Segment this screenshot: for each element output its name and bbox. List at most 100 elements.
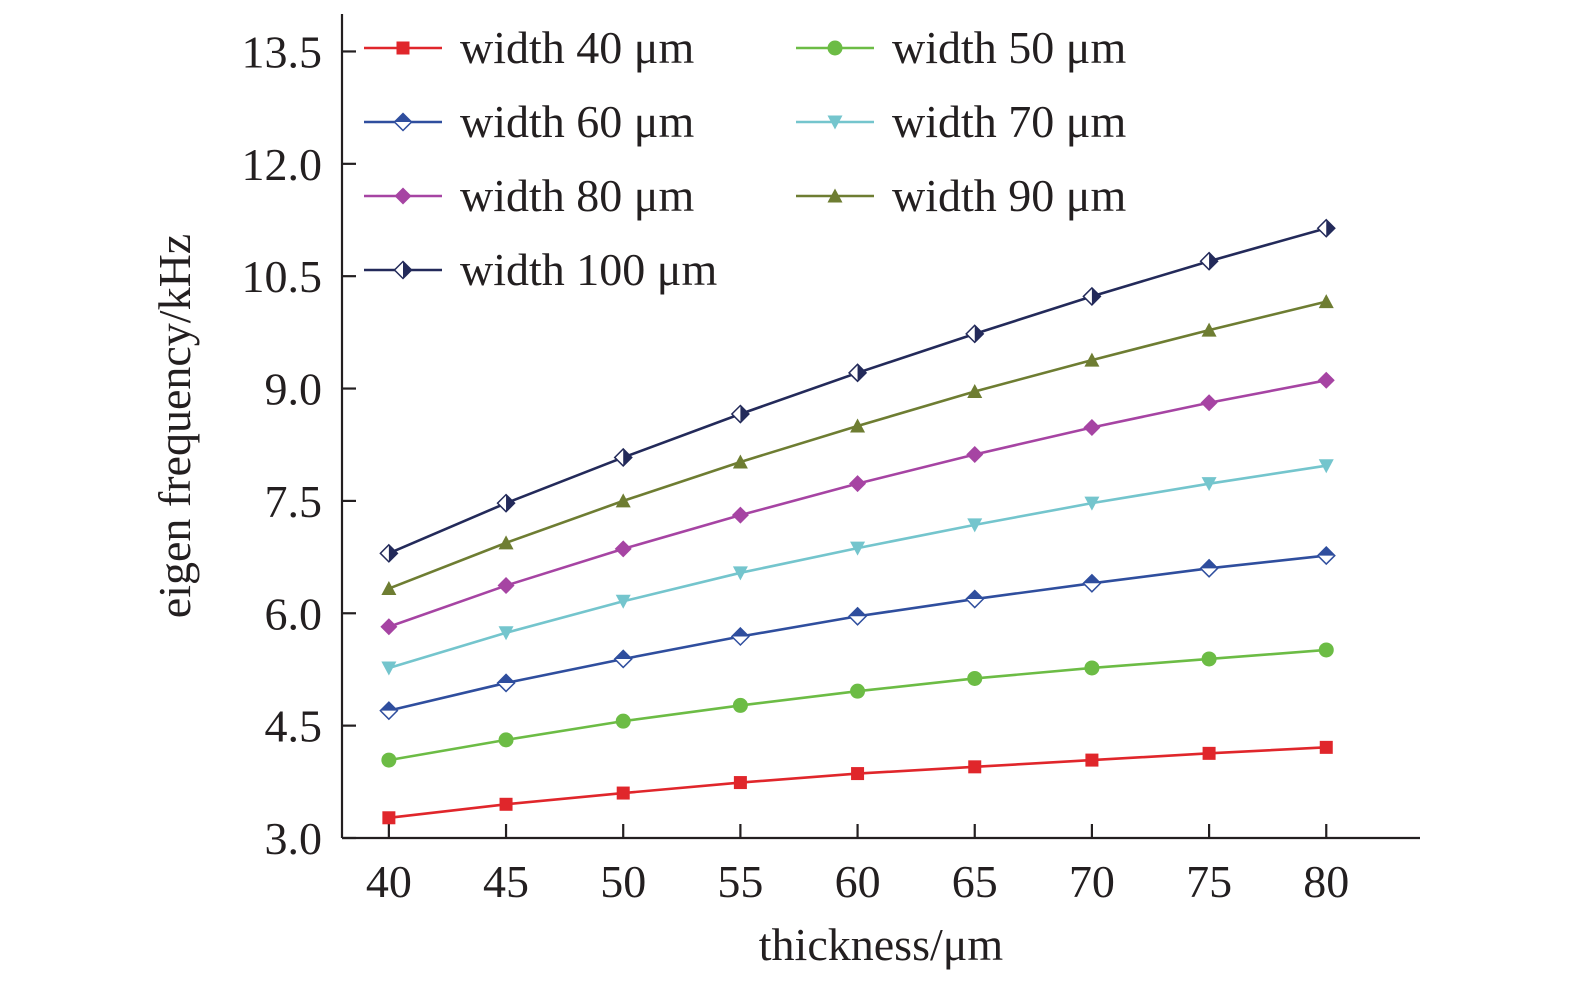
data-point — [613, 649, 633, 669]
data-point — [394, 187, 412, 205]
data-point — [379, 543, 399, 563]
data-point — [1201, 477, 1217, 492]
data-point — [498, 626, 514, 641]
data-point — [1199, 251, 1219, 271]
data-point — [381, 661, 397, 676]
series-layer — [379, 218, 1336, 825]
legend: width 40 μm width 50 μm width 60 μm width 7… — [364, 22, 1126, 295]
y-tick-label: 9.0 — [265, 364, 323, 415]
legend-label: width 70 μm — [892, 96, 1126, 147]
series-4 — [381, 459, 1334, 676]
data-point — [496, 673, 516, 693]
data-point — [379, 701, 399, 721]
data-point — [851, 767, 865, 781]
data-point — [497, 577, 515, 595]
data-point — [965, 324, 985, 344]
data-point — [616, 786, 630, 800]
data-point — [498, 535, 514, 550]
series-line — [388, 379, 1327, 628]
data-point — [850, 683, 866, 699]
data-point — [827, 115, 843, 130]
data-point — [850, 418, 866, 433]
data-point — [730, 404, 750, 424]
data-point — [967, 670, 983, 686]
data-point — [393, 112, 413, 132]
data-point — [848, 606, 868, 626]
data-point — [1084, 496, 1100, 511]
data-point — [1318, 459, 1334, 474]
data-point — [968, 760, 982, 774]
data-point — [1201, 651, 1217, 667]
data-point — [499, 797, 513, 811]
legend-item: width 60 μm — [364, 96, 694, 147]
data-point — [1201, 322, 1217, 337]
data-point — [1318, 642, 1334, 658]
data-point — [381, 752, 397, 768]
legend-label: width 50 μm — [892, 22, 1126, 73]
data-point — [827, 40, 843, 56]
data-point — [614, 540, 632, 558]
legend-label: width 40 μm — [460, 22, 694, 73]
legend-label: width 80 μm — [460, 170, 694, 221]
y-tick-label: 3.0 — [265, 813, 323, 864]
data-point — [1319, 740, 1333, 754]
series-line — [388, 746, 1327, 820]
legend-item: width 40 μm — [364, 22, 694, 73]
y-tick-label: 10.5 — [242, 251, 323, 302]
data-point — [498, 732, 514, 748]
legend-label: width 100 μm — [460, 244, 717, 295]
series-6 — [381, 294, 1334, 596]
x-tick-label: 55 — [717, 856, 763, 907]
data-point — [827, 188, 843, 203]
data-point — [1085, 753, 1099, 767]
x-tick-label: 80 — [1303, 856, 1349, 907]
series-5 — [380, 371, 1335, 636]
data-point — [1084, 660, 1100, 676]
data-point — [733, 776, 747, 790]
data-point — [1316, 546, 1336, 566]
x-tick-label: 40 — [366, 856, 412, 907]
data-point — [732, 454, 748, 469]
data-point — [848, 363, 868, 383]
x-tick-label: 50 — [600, 856, 646, 907]
y-axis-title: eigen frequency/kHz — [149, 234, 200, 618]
data-point — [1083, 418, 1101, 436]
y-tick-label: 12.0 — [242, 139, 323, 190]
data-point — [615, 493, 631, 508]
legend-item: width 100 μm — [364, 244, 717, 295]
data-point — [1200, 394, 1218, 412]
y-tick-label: 13.5 — [242, 26, 323, 77]
data-point — [1202, 746, 1216, 760]
data-point — [496, 493, 516, 513]
data-point — [382, 811, 396, 825]
data-point — [966, 445, 984, 463]
data-point — [381, 581, 397, 596]
legend-item: width 50 μm — [796, 22, 1126, 73]
legend-item: width 90 μm — [796, 170, 1126, 221]
data-point — [732, 697, 748, 713]
series-1 — [382, 740, 1333, 825]
series-7 — [379, 218, 1336, 563]
data-point — [850, 541, 866, 556]
data-point — [965, 589, 985, 609]
data-point — [967, 384, 983, 399]
legend-label: width 90 μm — [892, 170, 1126, 221]
data-point — [615, 713, 631, 729]
axes — [340, 14, 1420, 840]
data-point — [730, 626, 750, 647]
data-point — [393, 260, 413, 280]
y-tick-label: 7.5 — [265, 476, 323, 527]
series-line — [388, 464, 1327, 670]
legend-item: width 70 μm — [796, 96, 1126, 147]
data-point — [1082, 286, 1102, 306]
legend-item: width 80 μm — [364, 170, 694, 221]
x-tick-label: 60 — [835, 856, 881, 907]
data-point — [849, 475, 867, 493]
data-point — [1082, 573, 1102, 593]
x-ticks: 40 45 50 55 60 65 70 75 80 — [366, 824, 1349, 907]
data-point — [1084, 352, 1100, 367]
data-point — [732, 566, 748, 581]
x-axis-title: thickness/μm — [759, 919, 1004, 970]
